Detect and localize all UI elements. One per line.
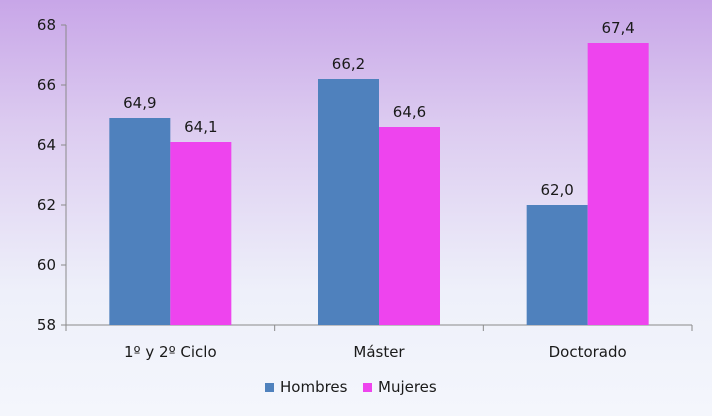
- y-tick-label: 64: [37, 136, 56, 154]
- bar-hombres: [526, 205, 588, 325]
- bar-mujeres: [379, 127, 440, 325]
- data-label: 66,2: [332, 55, 365, 73]
- legend-label-hombres: Hombres: [280, 378, 348, 396]
- data-label: 64,9: [123, 94, 156, 112]
- y-tick-label: 60: [37, 256, 56, 274]
- legend: Hombres Mujeres: [265, 378, 437, 396]
- legend-swatch-hombres: [265, 383, 274, 392]
- axes: 58 60 62 64 66 68 1º y 2º Ciclo Máster Doctorado: [37, 16, 693, 361]
- y-tick-label: 66: [37, 76, 56, 94]
- bar-mujeres: [587, 43, 649, 325]
- legend-swatch-mujeres: [363, 383, 372, 392]
- y-tick-label: 62: [37, 196, 56, 214]
- data-labels: 64,9 64,1 66,2 64,6 62,0 67,4: [123, 19, 635, 199]
- y-tick-label: 68: [37, 16, 56, 34]
- bar-mujeres: [170, 142, 232, 325]
- data-label: 62,0: [540, 181, 573, 199]
- x-tick-label: Máster: [353, 343, 405, 361]
- data-label: 67,4: [601, 19, 634, 37]
- bar-hombres: [109, 118, 171, 325]
- legend-label-mujeres: Mujeres: [378, 378, 437, 396]
- bars: [109, 43, 649, 325]
- data-label: 64,1: [184, 118, 217, 136]
- x-tick-label: 1º y 2º Ciclo: [124, 343, 217, 361]
- bar-hombres: [318, 79, 379, 325]
- data-label: 64,6: [393, 103, 426, 121]
- x-tick-label: Doctorado: [549, 343, 627, 361]
- y-tick-label: 58: [37, 316, 56, 334]
